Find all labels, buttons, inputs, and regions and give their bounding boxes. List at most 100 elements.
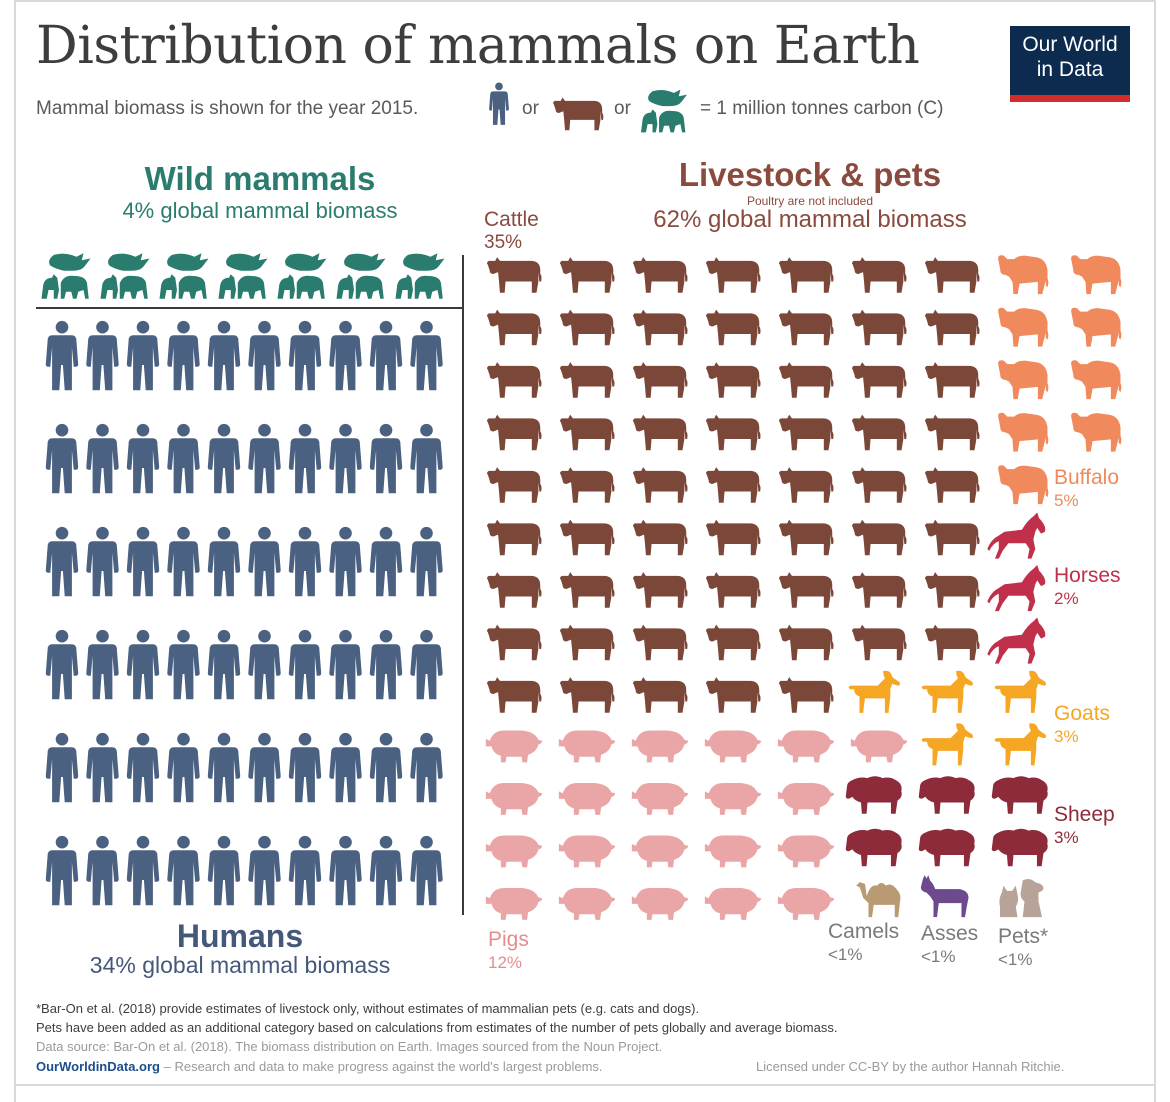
- sheep-label: Sheep 3%: [1054, 803, 1115, 849]
- footer-tagline: – Research and data to make progress aga…: [163, 1059, 603, 1074]
- sheep-icon: [991, 828, 1048, 867]
- human-icon: [207, 835, 241, 906]
- human-icon: [329, 629, 362, 700]
- human-icon: [369, 835, 403, 906]
- human-icon: [288, 320, 322, 391]
- cattle-icon: [925, 519, 980, 556]
- owid-site-link[interactable]: OurWorldinData.org: [36, 1059, 160, 1074]
- goat-icon: [921, 670, 973, 713]
- pig-icon: [485, 887, 543, 920]
- wild-mammals-share: 4% global mammal biomass: [122, 198, 398, 223]
- cattle-icon: [560, 677, 615, 713]
- cattle-icon: [560, 624, 615, 661]
- human-icon: [288, 526, 322, 597]
- asses-label-name: Asses: [921, 922, 979, 945]
- human-icon: [86, 423, 119, 494]
- humans-share: 34% global mammal biomass: [89, 952, 391, 978]
- human-icon: [207, 526, 241, 597]
- human-icon: [167, 320, 200, 391]
- cattle-icon: [852, 309, 907, 346]
- cattle-icon: [487, 519, 542, 556]
- human-icon: [329, 835, 362, 906]
- camels-label-pct: <1%: [828, 945, 863, 964]
- human-icon: [86, 835, 119, 906]
- human-icon: [86, 526, 119, 597]
- pig-icon: [704, 782, 762, 815]
- frame-top-border: [14, 0, 1156, 2]
- logo-red-bar: [1010, 95, 1130, 102]
- wild-mammal-icon: [100, 253, 150, 299]
- camel-icon: [856, 882, 901, 918]
- cattle-icon: [487, 572, 542, 608]
- cattle-icon: [560, 572, 615, 608]
- frame-right-border: [1154, 0, 1156, 1102]
- cattle-icon: [779, 257, 834, 293]
- human-icon: [126, 423, 160, 494]
- sheep-icon: [918, 776, 975, 814]
- pig-icon: [558, 730, 616, 763]
- chart-subtitle: Mammal biomass is shown for the year 201…: [36, 98, 419, 119]
- cattle-icon: [633, 467, 688, 503]
- livestock-title: Livestock & pets: [678, 156, 942, 193]
- wild-mammal-icon: [395, 253, 445, 299]
- human-icon: [126, 526, 160, 597]
- human-icon: [329, 423, 362, 494]
- cattle-icon: [779, 572, 834, 608]
- buffalo-label-pct: 5%: [1054, 491, 1079, 510]
- cattle-icon: [925, 414, 980, 451]
- cattle-icon: [633, 572, 688, 608]
- pig-icon: [631, 730, 689, 763]
- cattle-icon: [925, 624, 980, 661]
- pig-icon: [777, 887, 835, 920]
- buffalo-icon: [998, 360, 1049, 400]
- wild-mammal-icon: [277, 253, 327, 299]
- pets-label: Pets* <1%: [998, 925, 1048, 971]
- cattle-icon: [779, 624, 834, 661]
- cattle-icon: [925, 309, 980, 346]
- human-icon: [86, 732, 119, 803]
- human-icon: [86, 320, 119, 391]
- human-icon: [369, 732, 403, 803]
- goat-icon: [994, 723, 1046, 766]
- cattle-icon: [487, 414, 542, 451]
- logo-line-1: Our World: [1022, 33, 1118, 56]
- cattle-icon: [487, 309, 542, 346]
- license-text: Licensed under CC-BY by the author Hanna…: [756, 1059, 1065, 1074]
- cattle-icon: [852, 572, 907, 608]
- pigs-label: Pigs 12%: [488, 928, 529, 974]
- buffalo-icon: [1071, 255, 1122, 295]
- sheep-label-pct: 3%: [1054, 828, 1079, 847]
- cattle-icon: [779, 519, 834, 556]
- human-icon: [167, 732, 200, 803]
- cattle-icon: [852, 362, 907, 398]
- cattle-icon: [779, 362, 834, 398]
- horses-label-name: Horses: [1054, 564, 1121, 587]
- human-icon: [248, 526, 281, 597]
- human-icon: [167, 423, 200, 494]
- human-icon: [329, 526, 362, 597]
- goat-icon: [848, 670, 900, 713]
- cattle-icon: [779, 414, 834, 451]
- human-icon: [126, 835, 160, 906]
- cattle-icon: [706, 624, 761, 661]
- cattle-label-pct: 35%: [484, 232, 523, 253]
- cattle-icon: [852, 414, 907, 451]
- human-icon: [248, 732, 281, 803]
- human-icon: [410, 423, 443, 494]
- cattle-icon: [925, 362, 980, 398]
- goats-label-name: Goats: [1054, 702, 1111, 725]
- human-icon: [410, 526, 443, 597]
- asses-label: Asses <1%: [921, 922, 978, 968]
- owid-logo[interactable]: Our World in Data: [1010, 26, 1130, 102]
- pig-icon: [704, 835, 762, 868]
- buffalo-icon: [998, 465, 1049, 505]
- cattle-icon: [706, 309, 761, 346]
- human-icon: [248, 629, 281, 700]
- cattle-icon: [633, 414, 688, 451]
- cattle-icon: [560, 362, 615, 398]
- pets-icon: [999, 878, 1044, 918]
- wild-humans-divider: [36, 307, 464, 309]
- human-icon: [329, 732, 362, 803]
- cattle-icon: [560, 414, 615, 451]
- pig-icon: [631, 782, 689, 815]
